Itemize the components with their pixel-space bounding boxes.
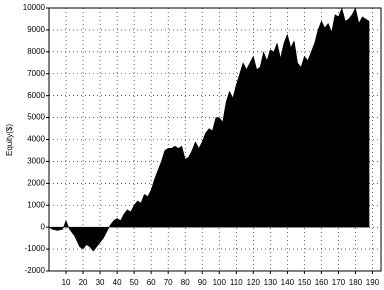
equity-area bbox=[48, 7, 370, 252]
y-tick-label: 8000 bbox=[27, 47, 45, 56]
x-tick-label: 40 bbox=[113, 278, 122, 287]
plot-frame bbox=[48, 7, 382, 272]
x-tick-label: 140 bbox=[281, 278, 295, 287]
x-tick-label: 70 bbox=[164, 278, 173, 287]
y-tick-label: 6000 bbox=[27, 91, 45, 100]
y-tick-label: 9000 bbox=[27, 25, 45, 34]
x-tick-label: 130 bbox=[264, 278, 278, 287]
y-tick-label: -1000 bbox=[25, 244, 46, 253]
y-tick-label: 4000 bbox=[27, 135, 45, 144]
x-tick-label: 20 bbox=[79, 278, 88, 287]
x-tick-label: 30 bbox=[96, 278, 105, 287]
y-tick-label: 0 bbox=[41, 222, 46, 231]
x-tick-label: 80 bbox=[181, 278, 190, 287]
y-tick-label: 10000 bbox=[23, 3, 46, 12]
y-axis-label: Equity($) bbox=[5, 124, 14, 156]
y-tick-label: 1000 bbox=[27, 200, 45, 209]
y-tick-label: 7000 bbox=[27, 69, 45, 78]
x-tick-label: 50 bbox=[130, 278, 139, 287]
x-tick-label: 160 bbox=[315, 278, 329, 287]
x-tick-label: 10 bbox=[62, 278, 71, 287]
y-tick-label: 2000 bbox=[27, 178, 45, 187]
y-tick-label: 5000 bbox=[27, 113, 45, 122]
x-tick-label: 60 bbox=[147, 278, 156, 287]
x-tick-label: 110 bbox=[230, 278, 243, 287]
x-tick-label: 150 bbox=[298, 278, 312, 287]
x-tick-label: 180 bbox=[349, 278, 363, 287]
y-tick-label: -2000 bbox=[25, 266, 46, 275]
y-tick-label: 3000 bbox=[27, 157, 45, 166]
x-tick-label: 120 bbox=[247, 278, 261, 287]
x-tick-label: 90 bbox=[198, 278, 207, 287]
x-tick-label: 100 bbox=[213, 278, 227, 287]
x-tick-label: 170 bbox=[332, 278, 346, 287]
x-tick-label: 190 bbox=[366, 278, 380, 287]
